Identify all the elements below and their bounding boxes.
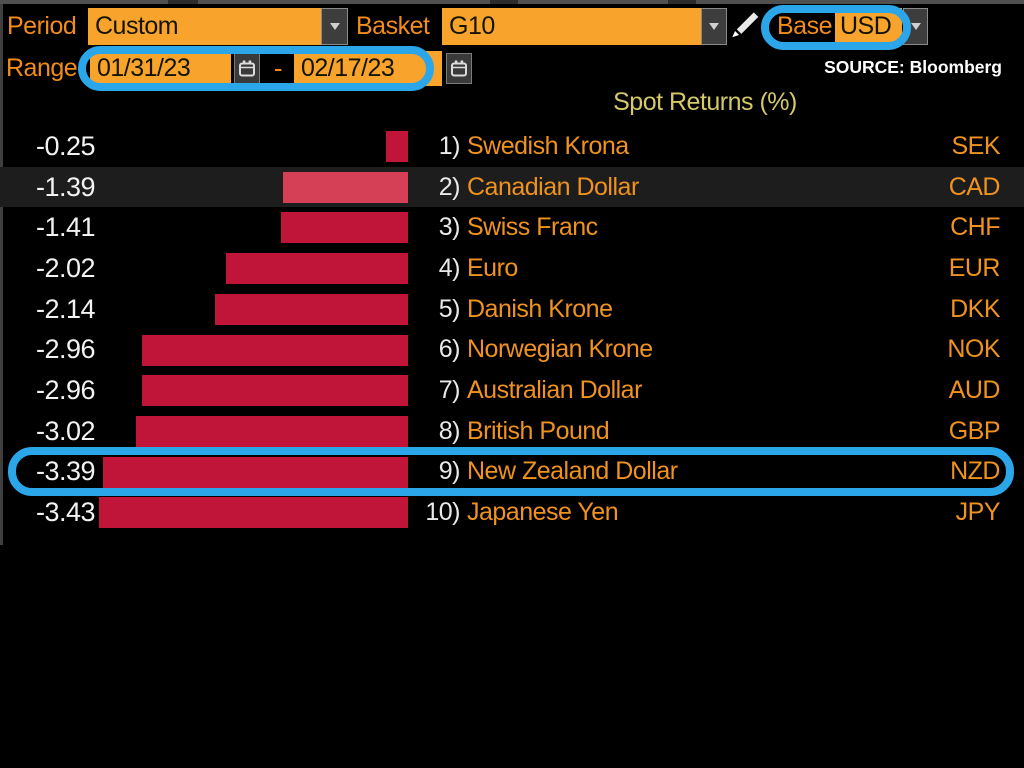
chart-title: Spot Returns (%) xyxy=(613,88,797,116)
row-value: -3.02 xyxy=(36,415,96,446)
row-rank: 2) xyxy=(438,172,461,201)
row-currency-name: Euro xyxy=(467,253,518,282)
row-currency-name: Swiss Franc xyxy=(467,213,598,242)
row-currency-code: DKK xyxy=(950,294,1000,323)
currency-row-jpy[interactable]: -3.43 10) Japanese Yen JPY xyxy=(0,492,1024,533)
row-value: -1.39 xyxy=(36,171,96,202)
calendar-icon xyxy=(239,60,255,76)
row-currency-code: CHF xyxy=(950,213,1000,242)
row-rank: 9) xyxy=(438,457,461,486)
currency-row-sek[interactable]: -0.25 1) Swedish Krona SEK xyxy=(0,126,1024,167)
window-left-edge xyxy=(0,4,3,545)
currency-row-aud[interactable]: -2.96 7) Australian Dollar AUD xyxy=(0,370,1024,411)
row-rank: 10) xyxy=(425,498,460,527)
row-value: -2.02 xyxy=(36,252,96,283)
currency-row-cad[interactable]: -1.39 2) Canadian Dollar CAD xyxy=(0,166,1024,208)
row-value: -2.96 xyxy=(36,334,96,365)
row-rank: 5) xyxy=(438,294,461,323)
row-rank: 6) xyxy=(438,335,461,364)
range-separator: - xyxy=(273,53,283,83)
row-currency-name: Canadian Dollar xyxy=(467,172,639,201)
currency-row-gbp[interactable]: -3.02 8) British Pound GBP xyxy=(0,411,1024,452)
calendar-icon xyxy=(451,60,467,76)
return-bar xyxy=(282,171,408,203)
row-rank: 4) xyxy=(438,253,461,282)
row-rank: 8) xyxy=(438,416,461,445)
row-value: -3.39 xyxy=(36,456,96,487)
currency-row-nok[interactable]: -2.96 6) Norwegian Krone NOK xyxy=(0,330,1024,371)
period-select[interactable]: Custom xyxy=(88,8,321,45)
range-end-input[interactable]: 02/17/23 xyxy=(294,51,442,86)
row-value: -2.14 xyxy=(36,293,96,324)
row-currency-code: EUR xyxy=(948,253,1001,282)
row-rank: 3) xyxy=(438,213,461,242)
row-currency-code: AUD xyxy=(948,376,1001,405)
base-label: Base xyxy=(777,12,832,40)
row-value: -0.25 xyxy=(36,130,96,161)
window-top-strip-segment xyxy=(168,0,198,4)
row-currency-name: Norwegian Krone xyxy=(467,335,653,364)
basket-dropdown-button[interactable] xyxy=(701,8,727,45)
chevron-down-icon xyxy=(709,23,719,30)
base-select[interactable]: USD xyxy=(835,8,902,45)
return-bar xyxy=(136,415,408,447)
return-bar xyxy=(141,375,408,407)
row-currency-code: JPY xyxy=(955,498,1001,527)
return-bar xyxy=(102,456,408,488)
currency-row-dkk[interactable]: -2.14 5) Danish Krone DKK xyxy=(0,289,1024,330)
row-rank: 7) xyxy=(438,376,461,405)
return-bar xyxy=(226,253,408,285)
row-currency-code: NZD xyxy=(950,457,1000,486)
row-value: -1.41 xyxy=(36,212,96,243)
row-currency-name: Japanese Yen xyxy=(467,498,619,527)
row-currency-name: New Zealand Dollar xyxy=(467,457,678,486)
row-currency-code: CAD xyxy=(948,172,1001,201)
row-currency-name: British Pound xyxy=(467,416,610,445)
return-bar xyxy=(215,293,408,325)
row-currency-code: SEK xyxy=(951,131,1000,160)
return-bar xyxy=(99,497,408,529)
row-rank: 1) xyxy=(438,131,461,160)
period-dropdown-button[interactable] xyxy=(321,8,348,45)
range-start-calendar-button[interactable] xyxy=(234,53,260,84)
currency-row-eur[interactable]: -2.02 4) Euro EUR xyxy=(0,248,1024,289)
row-currency-name: Australian Dollar xyxy=(467,376,642,405)
chevron-down-icon xyxy=(329,23,340,30)
row-currency-name: Danish Krone xyxy=(467,294,613,323)
currency-row-nzd[interactable]: -3.39 9) New Zealand Dollar NZD xyxy=(0,452,1024,493)
range-start-input[interactable]: 01/31/23 xyxy=(90,51,231,86)
window-top-strip-segment xyxy=(490,0,518,4)
row-currency-code: NOK xyxy=(947,335,1000,364)
return-bar xyxy=(385,131,408,162)
row-value: -3.43 xyxy=(36,497,96,528)
range-end-calendar-button[interactable] xyxy=(446,53,472,84)
source-label: SOURCE: Bloomberg xyxy=(824,57,1002,77)
row-currency-code: GBP xyxy=(948,416,1001,445)
period-label: Period xyxy=(7,12,77,40)
range-label: Range xyxy=(6,54,78,82)
window-top-strip-segment xyxy=(668,0,696,4)
return-bar xyxy=(141,334,408,366)
currency-row-chf[interactable]: -1.41 3) Swiss Franc CHF xyxy=(0,207,1024,248)
chevron-down-icon xyxy=(910,23,921,30)
edit-pencil-icon[interactable] xyxy=(726,9,760,44)
row-currency-name: Swedish Krona xyxy=(467,131,629,160)
return-bar xyxy=(281,212,408,244)
basket-label: Basket xyxy=(356,12,430,40)
row-value: -2.96 xyxy=(36,375,96,406)
basket-select[interactable]: G10 xyxy=(442,8,701,45)
